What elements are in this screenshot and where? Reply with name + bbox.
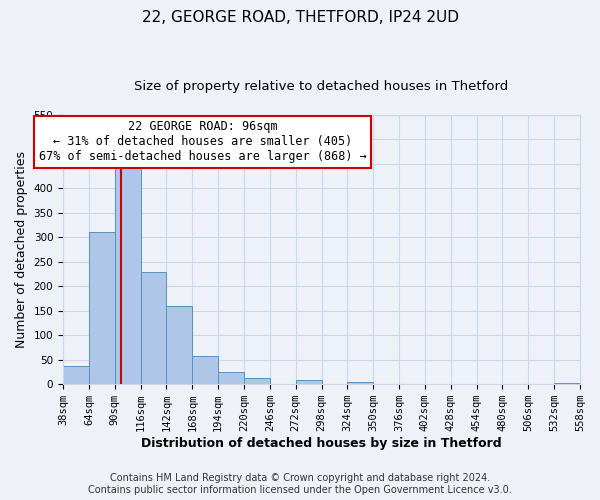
Y-axis label: Number of detached properties: Number of detached properties [15, 151, 28, 348]
Bar [296, 380, 322, 384]
Text: Contains HM Land Registry data © Crown copyright and database right 2024.
Contai: Contains HM Land Registry data © Crown c… [88, 474, 512, 495]
Bar [218, 372, 244, 384]
Text: 22, GEORGE ROAD, THETFORD, IP24 2UD: 22, GEORGE ROAD, THETFORD, IP24 2UD [142, 10, 458, 25]
Bar [244, 378, 270, 384]
Bar [166, 306, 192, 384]
Bar [63, 366, 89, 384]
Bar [192, 356, 218, 384]
Title: Size of property relative to detached houses in Thetford: Size of property relative to detached ho… [134, 80, 509, 93]
Bar [347, 382, 373, 384]
Text: 22 GEORGE ROAD: 96sqm
← 31% of detached houses are smaller (405)
67% of semi-det: 22 GEORGE ROAD: 96sqm ← 31% of detached … [39, 120, 367, 164]
Bar [554, 383, 580, 384]
Bar [140, 272, 166, 384]
Bar [89, 232, 115, 384]
Bar [115, 160, 140, 384]
X-axis label: Distribution of detached houses by size in Thetford: Distribution of detached houses by size … [141, 437, 502, 450]
